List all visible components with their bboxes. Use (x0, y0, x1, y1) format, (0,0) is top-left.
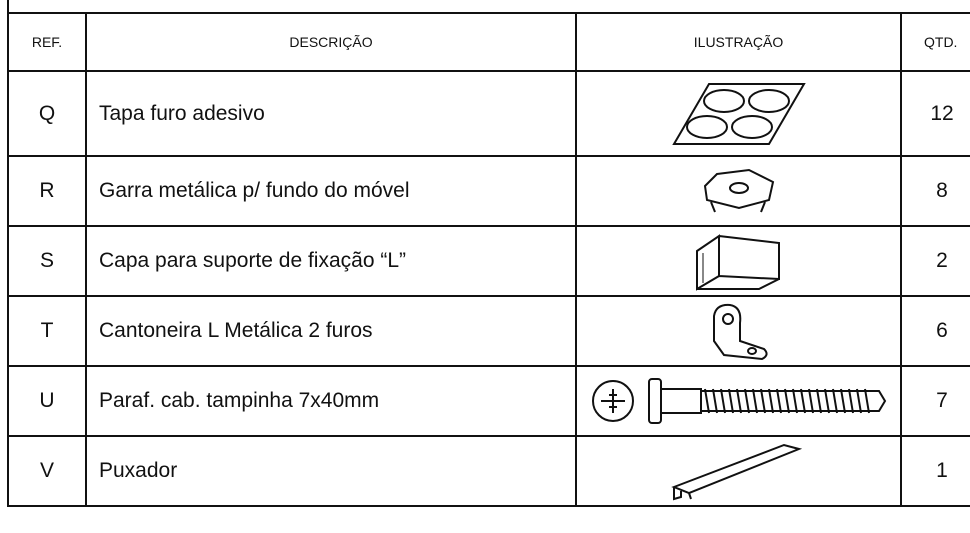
illustration (575, 365, 902, 437)
illustration (575, 155, 902, 227)
icon-handle (670, 443, 802, 501)
quantity: 2 (900, 225, 970, 297)
description: Cantoneira L Metálica 2 furos (85, 295, 577, 367)
icon-bracket (712, 303, 768, 361)
header-cell: DESCRIÇÃO (85, 12, 577, 72)
row: U Paraf. cab. tampinha 7x40mm 7 (7, 365, 970, 437)
quantity: 12 (900, 70, 970, 157)
icon-l-cover (695, 234, 780, 291)
header-cell: REF. (7, 12, 87, 72)
ref: T (7, 295, 87, 367)
icon-screw (591, 378, 886, 424)
description: Garra metálica p/ fundo do móvel (85, 155, 577, 227)
quantity: 8 (900, 155, 970, 227)
description: Capa para suporte de fixação “L” (85, 225, 577, 297)
ref: R (7, 155, 87, 227)
icon-clip (703, 168, 774, 213)
quantity: 6 (900, 295, 970, 367)
icon-cap (671, 82, 806, 145)
row: V Puxador 1 (7, 435, 970, 507)
header-cell: ILUSTRAÇÃO (575, 12, 902, 72)
header-row: REF. DESCRIÇÃO ILUSTRAÇÃO QTD. (7, 12, 970, 72)
row: S Capa para suporte de fixação “L” 2 (7, 225, 970, 297)
illustration (575, 435, 902, 507)
ref: S (7, 225, 87, 297)
row: R Garra metálica p/ fundo do móvel 8 (7, 155, 970, 227)
description: Paraf. cab. tampinha 7x40mm (85, 365, 577, 437)
description: Tapa furo adesivo (85, 70, 577, 157)
row: Q Tapa furo adesivo 12 (7, 70, 970, 157)
illustration (575, 225, 902, 297)
quantity: 1 (900, 435, 970, 507)
parts-table: REF. DESCRIÇÃO ILUSTRAÇÃO QTD. Q Tapa fu… (7, 12, 970, 507)
description: Puxador (85, 435, 577, 507)
illustration (575, 70, 902, 157)
illustration (575, 295, 902, 367)
ref: V (7, 435, 87, 507)
header-cell: QTD. (900, 12, 970, 72)
row: T Cantoneira L Metálica 2 furos 6 (7, 295, 970, 367)
border-line (7, 0, 9, 12)
ref: Q (7, 70, 87, 157)
ref: U (7, 365, 87, 437)
quantity: 7 (900, 365, 970, 437)
